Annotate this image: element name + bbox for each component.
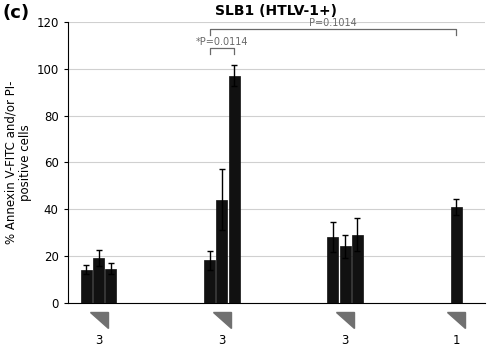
Text: (c): (c) [2, 4, 29, 21]
Bar [351, 235, 362, 302]
Polygon shape [446, 312, 464, 328]
Bar [105, 269, 116, 302]
Text: 3: 3 [341, 334, 348, 347]
Polygon shape [335, 312, 353, 328]
Bar [228, 76, 239, 302]
Bar [93, 258, 104, 302]
Bar [339, 246, 350, 302]
Text: 3: 3 [95, 334, 102, 347]
Bar [203, 260, 215, 302]
Text: 3: 3 [218, 334, 225, 347]
Polygon shape [212, 312, 230, 328]
Bar [449, 207, 461, 302]
Title: SLB1 (HTLV-1+): SLB1 (HTLV-1+) [215, 4, 337, 18]
Text: 1: 1 [451, 334, 459, 347]
Polygon shape [89, 312, 107, 328]
Text: P=0.1014: P=0.1014 [308, 18, 356, 28]
Y-axis label: % Annexin V-FITC and/or PI-
positive cells: % Annexin V-FITC and/or PI- positive cel… [4, 80, 32, 244]
Bar [216, 200, 227, 302]
Bar [81, 270, 92, 302]
Bar [326, 237, 338, 302]
Text: *P=0.0114: *P=0.0114 [195, 37, 247, 47]
